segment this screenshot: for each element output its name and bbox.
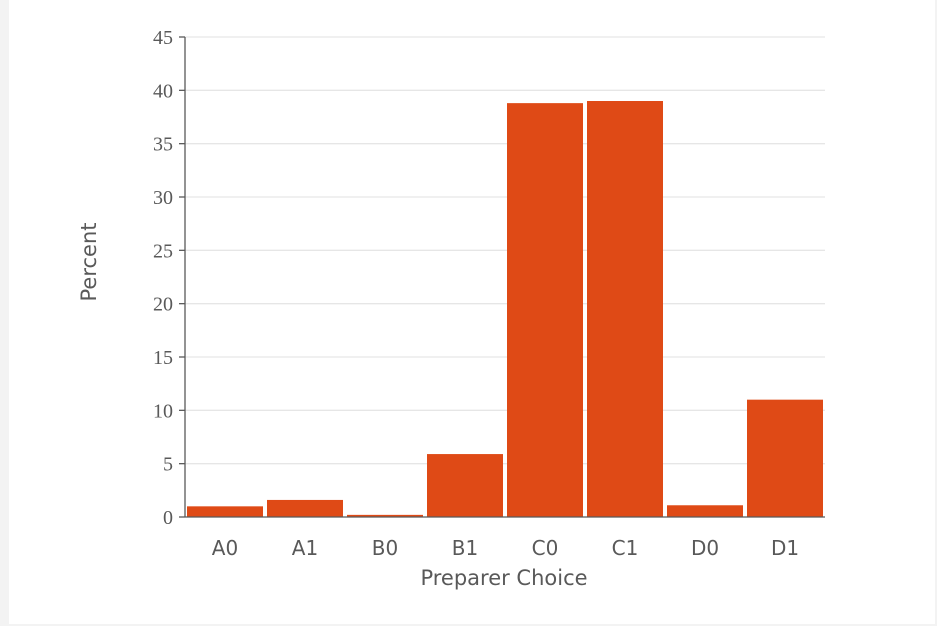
y-tick-label: 30	[153, 187, 173, 209]
x-axis-title: Preparer Choice	[420, 566, 587, 590]
x-tick-label: C1	[612, 536, 639, 560]
bar-b1	[427, 454, 503, 517]
x-tick-label: C0	[532, 536, 559, 560]
bar-d1	[747, 399, 823, 517]
x-tick-label: D1	[771, 536, 799, 560]
x-tick-label: A0	[212, 536, 238, 560]
bar-a0	[187, 506, 263, 517]
y-tick-label: 10	[153, 400, 173, 422]
y-tick-label: 45	[153, 27, 173, 49]
gridlines	[185, 36, 825, 465]
y-axis-title: Percent	[77, 222, 101, 301]
x-tick-label: B1	[452, 536, 478, 560]
axes	[179, 36, 825, 518]
y-tick-label: 15	[153, 347, 173, 369]
x-tick-label: D0	[691, 536, 719, 560]
bar-c0	[507, 103, 583, 517]
y-tick-label: 35	[153, 134, 173, 156]
bars	[187, 101, 823, 517]
bar-c1	[587, 101, 663, 517]
x-tick-labels: A0 A1 B0 B1 C0 C1 D0 D1	[212, 536, 799, 560]
y-tick-label: 20	[153, 294, 173, 316]
y-tick-label: 5	[163, 454, 173, 476]
y-tick-label: 0	[163, 507, 173, 529]
chart-frame	[9, 0, 935, 624]
y-tick-label: 25	[153, 240, 173, 262]
bar-a1	[267, 499, 343, 517]
y-tick-label: 40	[153, 80, 173, 102]
x-tick-label: A1	[292, 536, 318, 560]
bar-b0	[347, 514, 423, 517]
x-tick-label: B0	[372, 536, 398, 560]
y-tick-labels: 0 5 10 15 20 25 30 35 40 45	[153, 27, 173, 529]
bar-d0	[667, 505, 743, 517]
